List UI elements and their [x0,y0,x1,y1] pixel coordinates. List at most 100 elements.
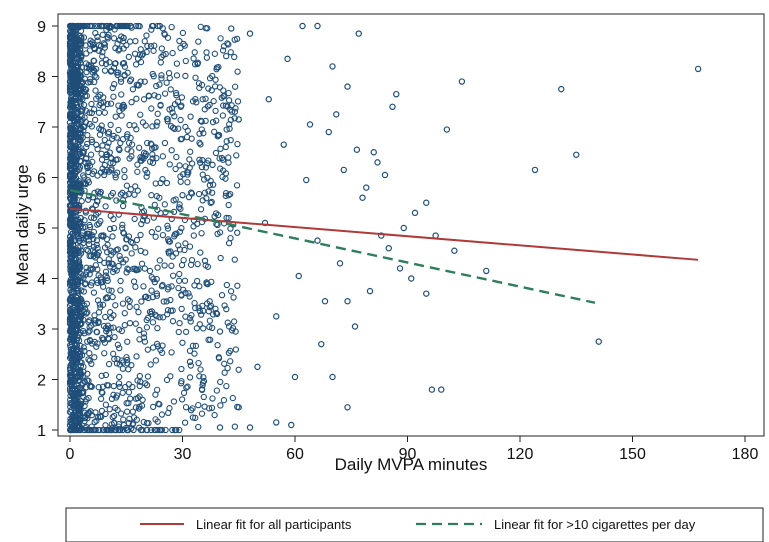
data-point [223,126,230,133]
data-point [70,334,78,341]
data-point [137,231,144,239]
data-point [119,365,127,372]
data-point [151,92,158,99]
data-point [110,93,117,100]
data-point [73,348,80,355]
data-point [438,386,445,393]
data-point [128,361,135,369]
data-point [117,75,125,82]
data-point [117,410,125,417]
data-point [177,116,184,124]
y-tick-label: 2 [37,373,46,390]
data-point [124,426,131,434]
data-point [72,220,79,228]
x-axis: 0 30 60 90 120 150 180 [66,436,758,463]
data-point [167,86,174,93]
data-point [75,201,82,209]
data-point [77,274,84,282]
data-point [378,232,385,239]
data-point [113,360,121,367]
data-point [143,324,151,331]
data-point [195,423,202,431]
data-point [175,125,182,132]
data-point [150,47,157,54]
data-point [77,56,84,63]
data-point [103,153,110,161]
data-point [127,22,134,30]
data-point [134,377,141,384]
data-point [208,404,216,412]
y-tick-label: 9 [37,19,46,36]
data-point [205,308,212,315]
data-point [196,130,203,137]
data-point [157,426,164,434]
data-point [121,173,128,181]
data-point [103,236,111,243]
data-point [197,249,204,256]
data-point [153,122,160,129]
data-point [176,277,183,284]
data-point [140,149,148,156]
data-point [184,383,191,390]
data-point [138,52,146,59]
data-point [206,323,213,331]
data-point [76,237,83,245]
data-point [111,419,118,427]
data-point [69,360,76,367]
data-point [125,53,132,61]
data-point [226,125,233,132]
data-point [118,327,125,335]
data-point [458,78,466,85]
data-point [227,358,234,365]
data-point [143,173,150,180]
data-point [92,262,99,269]
data-point [152,180,159,187]
data-point [182,163,189,170]
data-point [98,150,105,157]
data-point [147,140,154,147]
data-point [182,404,190,411]
data-point [86,221,93,229]
data-point [217,402,224,409]
data-point [217,165,224,172]
data-point [178,396,186,403]
data-point [116,22,123,30]
data-point [173,92,180,99]
data-point [99,49,106,56]
data-point [195,38,202,45]
data-point [181,246,188,254]
data-point [233,182,241,189]
data-point [220,397,228,404]
data-point [189,160,196,167]
data-point [192,342,200,350]
data-point [106,59,113,66]
data-point [130,278,138,285]
data-point [98,60,106,67]
data-point [99,278,106,285]
data-point [80,344,87,351]
data-point [90,106,98,113]
data-point [209,189,216,196]
data-point [158,75,165,82]
data-point [127,395,134,402]
data-point [197,366,204,373]
data-point [74,305,81,313]
y-axis: 1 2 3 4 5 6 7 8 9 [37,19,58,440]
data-point [227,288,235,295]
data-point [86,76,94,83]
data-point [254,363,261,371]
data-point [77,60,84,67]
data-point [110,159,117,167]
data-point [165,409,172,417]
data-point [137,154,144,161]
data-point [116,252,123,260]
data-point [149,293,156,301]
data-point [86,357,94,364]
data-point [123,408,131,415]
data-point [122,244,129,251]
data-point [184,171,191,178]
data-point [68,55,76,62]
data-point [168,349,175,356]
data-point [77,362,85,370]
data-point [385,244,392,252]
